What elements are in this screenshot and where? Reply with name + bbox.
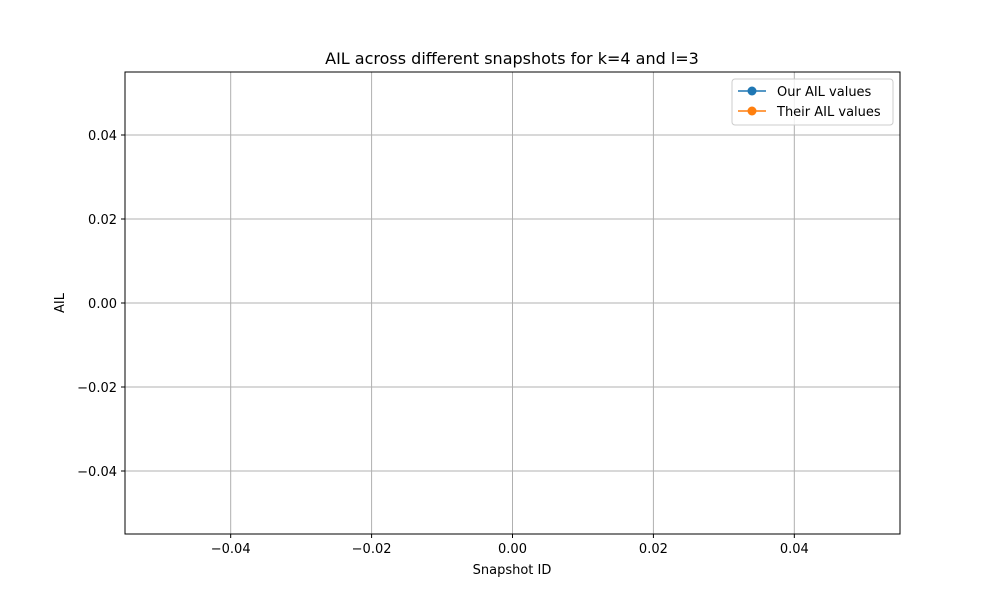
y-tick-label: −0.02 <box>77 381 117 396</box>
x-tick-label: 0.02 <box>639 542 668 557</box>
legend-entry-their: Their AIL values <box>738 105 881 120</box>
x-tick-label: 0.00 <box>498 542 527 557</box>
y-tick-label: 0.00 <box>88 297 117 312</box>
legend-marker-their <box>747 106 757 116</box>
x-axis-label: Snapshot ID <box>473 563 552 578</box>
x-tick-label: 0.04 <box>780 542 809 557</box>
x-axis-ticks: −0.04 −0.02 0.00 0.02 0.04 <box>211 534 809 557</box>
legend-marker-our <box>747 86 757 96</box>
legend-box <box>731 78 894 126</box>
chart-title: AIL across different snapshots for k=4 a… <box>325 49 699 68</box>
legend-entry-our: Our AIL values <box>738 85 872 100</box>
y-axis-label: AIL <box>53 292 68 313</box>
x-tick-label: −0.04 <box>211 542 251 557</box>
x-tick-label: −0.02 <box>352 542 392 557</box>
grid-lines <box>125 72 900 534</box>
y-tick-label: 0.04 <box>88 129 117 144</box>
y-axis-ticks: −0.04 −0.02 0.00 0.02 0.04 <box>77 129 125 480</box>
y-tick-label: −0.04 <box>77 465 117 480</box>
legend-label-our: Our AIL values <box>777 85 872 100</box>
y-tick-label: 0.02 <box>88 213 117 228</box>
legend-label-their: Their AIL values <box>776 105 881 120</box>
plot-frame <box>124 71 901 535</box>
legend: Our AIL values Their AIL values <box>731 78 894 126</box>
